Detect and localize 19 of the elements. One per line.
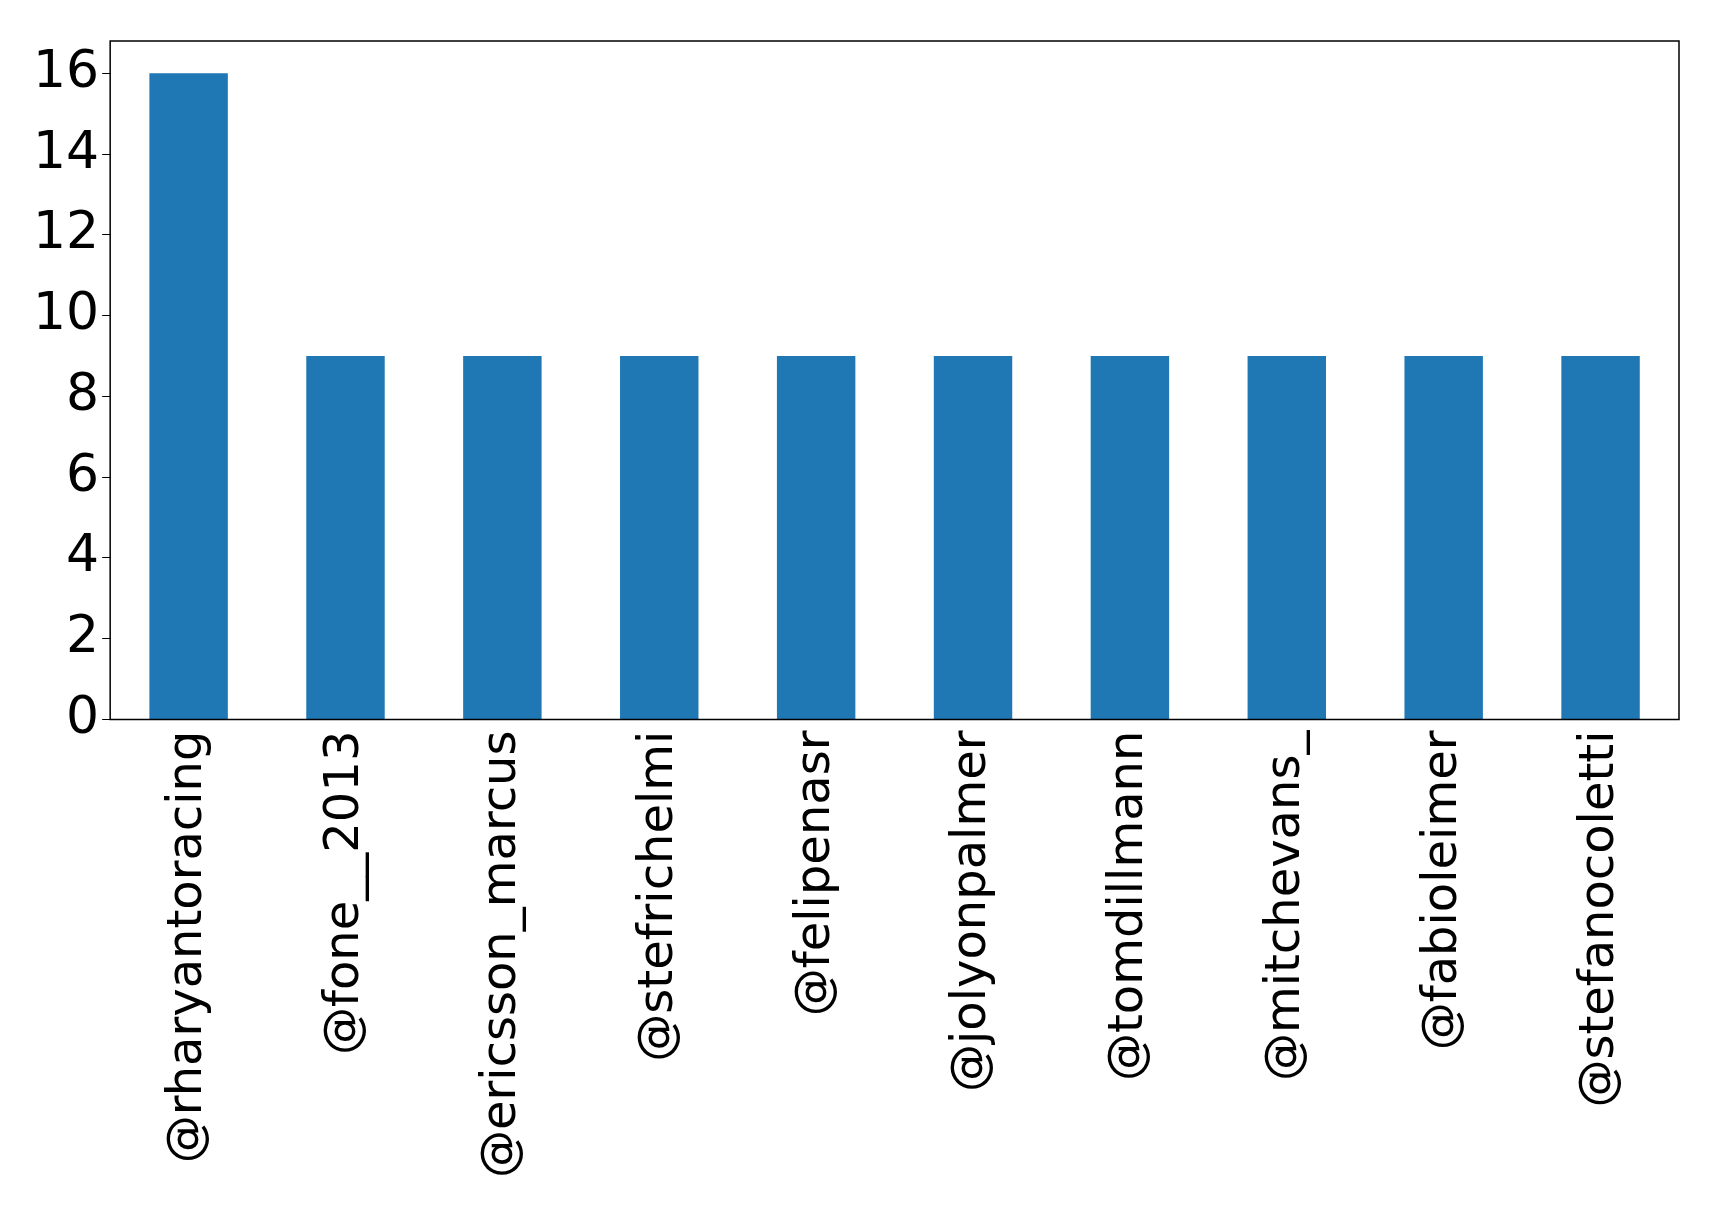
x-tick-label: @ericsson_marcus — [469, 730, 526, 1178]
x-tick-label: @stefrichelmi — [626, 730, 683, 1062]
y-tick-label: 2 — [66, 604, 100, 665]
y-tick-label: 12 — [33, 200, 100, 261]
x-tick-label: @felipenasr — [783, 730, 840, 1017]
x-tick-label: @fone__2013 — [312, 730, 369, 1055]
x-tick-label: @fabioleimer — [1411, 730, 1468, 1051]
y-tick-label: 10 — [33, 281, 100, 342]
y-tick-label: 4 — [66, 523, 100, 584]
y-tick-label: 14 — [33, 119, 100, 180]
x-tick-label: @stefanocoletti — [1568, 730, 1625, 1108]
y-tick-label: 16 — [33, 38, 100, 99]
x-tick-label: @rharyantoracing — [156, 730, 213, 1164]
y-tick-label: 8 — [66, 361, 100, 422]
x-tick-label: @mitchevans_ — [1254, 729, 1311, 1082]
y-tick-label: 6 — [66, 442, 100, 503]
y-tick-label: 0 — [66, 685, 100, 746]
x-tick-label: @jolyonpalmer — [940, 730, 997, 1093]
x-tick-label: @tomdillmann — [1097, 730, 1154, 1081]
